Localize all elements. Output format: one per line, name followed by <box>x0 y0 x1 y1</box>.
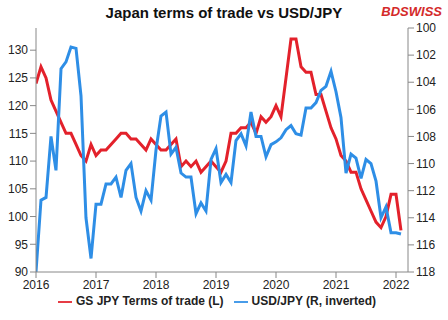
svg-text:106: 106 <box>416 103 436 117</box>
svg-text:125: 125 <box>8 71 28 85</box>
svg-text:108: 108 <box>416 130 436 144</box>
svg-text:2021: 2021 <box>323 278 350 292</box>
html-text:GS JPY Terms of trade (L): GS JPY Terms of trade (L) <box>76 294 224 308</box>
svg-text:120: 120 <box>8 99 28 113</box>
html-text:Japan terms of trade vs USD/JP: Japan terms of trade vs USD/JPY <box>105 4 343 21</box>
html-text:BDSWISS: BDSWISS <box>381 4 442 19</box>
svg-text:110: 110 <box>9 154 28 168</box>
svg-text:90: 90 <box>15 265 29 279</box>
svg-text:100: 100 <box>416 21 436 35</box>
svg-text:2018: 2018 <box>143 278 170 292</box>
svg-text:110: 110 <box>416 157 435 171</box>
svg-text:2019: 2019 <box>203 278 230 292</box>
svg-text:2022: 2022 <box>383 278 410 292</box>
svg-text:102: 102 <box>416 48 436 62</box>
svg-text:105: 105 <box>8 182 28 196</box>
svg-text:116: 116 <box>416 238 435 252</box>
svg-text:100: 100 <box>8 210 28 224</box>
svg-text:118: 118 <box>416 265 435 279</box>
svg-text:115: 115 <box>9 127 28 141</box>
html-text:USD/JPY (R, inverted): USD/JPY (R, inverted) <box>251 294 376 308</box>
svg-text:2016: 2016 <box>23 278 50 292</box>
svg-text:112: 112 <box>416 184 435 198</box>
svg-text:2017: 2017 <box>83 278 110 292</box>
svg-text:2020: 2020 <box>263 278 290 292</box>
svg-text:95: 95 <box>15 238 29 252</box>
svg-text:104: 104 <box>416 75 436 89</box>
svg-text:130: 130 <box>8 43 28 57</box>
svg-text:114: 114 <box>416 211 435 225</box>
